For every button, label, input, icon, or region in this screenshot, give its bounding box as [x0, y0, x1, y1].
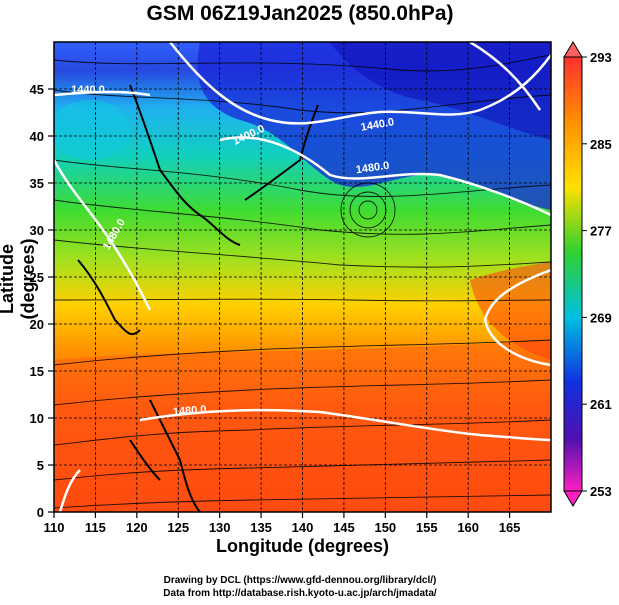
contour-label: 1480.0: [172, 404, 207, 419]
y-tick-label: 45: [30, 82, 44, 97]
contour-label: 1440.0: [360, 116, 395, 134]
x-tick-label: 135: [250, 520, 272, 535]
wind-streamlines: [54, 54, 551, 509]
colorbar-max-arrow: [563, 41, 583, 58]
x-tick-label: 145: [333, 520, 355, 535]
colorbar-tick-label: 269: [590, 310, 612, 325]
contour-label: 1480.0: [355, 160, 390, 177]
x-tick-label: 155: [416, 520, 438, 535]
x-tick-label: 165: [499, 520, 521, 535]
colorbar-min-arrow: [563, 490, 583, 507]
x-tick-label: 120: [126, 520, 148, 535]
y-axis-ticks: 0 5 10 15 20 25 30 35 40 45: [30, 82, 54, 520]
y-tick-label: 25: [30, 270, 44, 285]
y-tick-label: 10: [30, 411, 44, 426]
coastlines: [77, 84, 319, 512]
x-axis-label: Longitude (degrees): [215, 536, 389, 556]
colorbar-tick-label: 285: [590, 137, 612, 152]
y-tick-label: 35: [30, 176, 44, 191]
colorbar-tick-label: 253: [590, 484, 612, 499]
y-tick-label: 15: [30, 364, 44, 379]
x-tick-label: 125: [167, 520, 189, 535]
y-tick-label: 0: [37, 505, 44, 520]
y-tick-label: 40: [30, 129, 44, 144]
colorbar: 253 261 269 277 285 293: [563, 41, 612, 507]
x-axis-ticks: 110 115 120 125 130 135 140 145 150 155 160 165: [44, 512, 521, 535]
credit-data: Data from http://database.rish.kyoto-u.a…: [163, 588, 437, 599]
credit-drawing: Drawing by DCL (https://www.gfd-dennou.o…: [163, 575, 437, 586]
y-axis-label: Latitude (degrees): [0, 238, 38, 320]
chart-title: GSM 06Z19Jan2025 (850.0hPa): [146, 2, 454, 25]
lat-lon-grid: [54, 42, 551, 512]
contour-label: 1440.0: [71, 84, 105, 96]
y-tick-label: 20: [30, 317, 44, 332]
colorbar-tick-label: 261: [590, 397, 612, 412]
colorbar-tick-label: 277: [590, 224, 612, 239]
colorbar-tick-label: 293: [590, 50, 612, 65]
x-tick-label: 160: [457, 520, 479, 535]
x-tick-label: 115: [85, 520, 106, 535]
y-tick-label: 30: [30, 223, 44, 238]
x-tick-label: 130: [209, 520, 231, 535]
height-contours: [54, 42, 551, 512]
x-tick-label: 150: [374, 520, 396, 535]
x-tick-label: 110: [44, 520, 65, 535]
y-tick-label: 5: [37, 458, 44, 473]
x-tick-label: 140: [292, 520, 314, 535]
